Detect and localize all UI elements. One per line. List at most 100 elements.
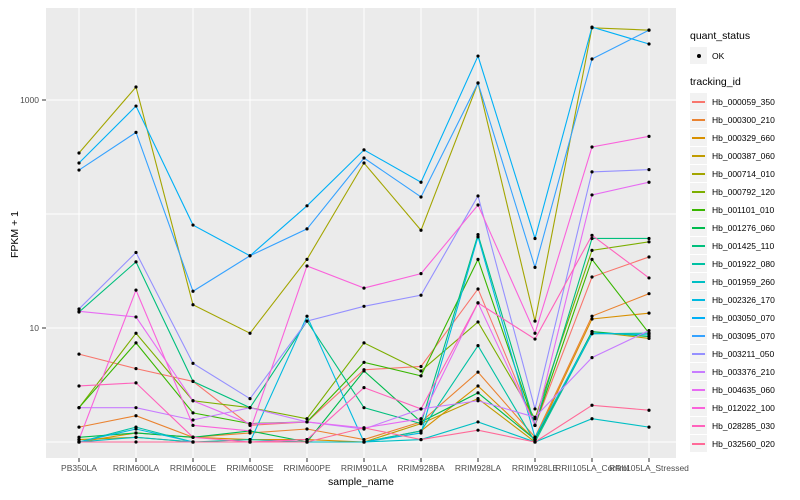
data-point-Hb_012022_100-PB350LA [77, 437, 81, 442]
data-point-Hb_003211_050-RRIM901LA [362, 304, 366, 308]
data-point-Hb_032560_020-RRIM901LA [362, 426, 366, 430]
data-point-Hb_012022_100-RRIM928LA [476, 203, 480, 207]
legend-item-Hb_003050_070: Hb_003050_070 [690, 309, 798, 326]
axis-ticks [42, 99, 650, 462]
legend-item-label: OK [712, 50, 725, 61]
data-point-Hb_003095_070-PB350LA [77, 168, 81, 172]
data-point-Hb_003211_050-RRII105LA_Stressed [647, 168, 651, 172]
data-point-Hb_000792_120-RRIM928LA [476, 320, 480, 324]
legend-item-Hb_000300_210: Hb_000300_210 [690, 111, 798, 128]
data-point-Hb_002326_170-RRIM928BA [419, 431, 423, 435]
data-point-Hb_003376_210-RRIM928LA [476, 399, 480, 403]
data-point-Hb_000059_350-PB350LA [77, 352, 81, 356]
data-point-Hb_003050_070-RRIM600LA [134, 104, 138, 108]
legend-item-label: Hb_000387_060 [712, 150, 775, 161]
data-point-Hb_000300_210-PB350LA [77, 425, 81, 429]
data-point-Hb_028285_030-RRIM600PE [305, 437, 309, 442]
data-point-Hb_000792_120-RRIM600LA [134, 331, 138, 335]
data-point-Hb_001959_260-RRII105LA_Stressed [647, 425, 651, 429]
line-swatch-icon [692, 280, 705, 283]
data-point-Hb_001959_260-RRIM928LA [476, 420, 480, 424]
legend-item-Hb_001922_080: Hb_001922_080 [690, 255, 798, 272]
x-axis-title: sample_name [328, 476, 394, 488]
legend-item-label: Hb_000792_120 [712, 186, 775, 197]
data-point-Hb_001425_110-RRIM600LE [191, 379, 195, 384]
legend-item-Hb_000059_350: Hb_000059_350 [690, 93, 798, 110]
x-tick-label-RRIM928BA: RRIM928BA [397, 463, 445, 473]
data-point-Hb_028285_030-RRIM901LA [362, 386, 366, 390]
legend-item-label: Hb_003376_210 [712, 366, 775, 377]
data-point-Hb_028285_030-PB350LA [77, 384, 81, 388]
data-point-Hb_001276_060-RRIM901LA [362, 369, 366, 373]
legend-key [690, 345, 707, 362]
legend-item-label: Hb_001922_080 [712, 258, 775, 269]
legend-item-label: Hb_000329_660 [712, 132, 775, 143]
data-point-Hb_000792_120-RRIM928BA [419, 369, 423, 373]
data-point-Hb_000300_210-RRII105LA_Control [590, 314, 594, 318]
data-point-Hb_001101_010-RRIM901LA [362, 360, 366, 364]
legend-item-label: Hb_001959_260 [712, 276, 775, 287]
legend-key [690, 111, 707, 128]
legend-item-Hb_001959_260: Hb_001959_260 [690, 273, 798, 290]
data-point-Hb_000714_010-RRIM600LA [134, 85, 138, 89]
data-point-Hb_003211_050-RRIM928LA [476, 194, 480, 198]
data-point-Hb_000300_210-RRIM901LA [362, 437, 366, 442]
data-point-Hb_003095_070-RRIM600LE [191, 289, 195, 293]
data-point-Hb_003095_070-RRIM600PE [305, 227, 309, 231]
data-point-Hb_003050_070-RRIM928BA [419, 180, 423, 184]
legend-key [690, 399, 707, 416]
legend-item-Hb_001101_010: Hb_001101_010 [690, 201, 798, 218]
data-point-Hb_003211_050-RRIM600SE [248, 397, 252, 401]
data-point-Hb_001276_060-RRIM928LA [476, 391, 480, 395]
x-tick-label-RRII105LA_Stressed: RRII105LA_Stressed [609, 463, 689, 473]
legend-item-label: Hb_003050_070 [712, 312, 775, 323]
data-point-Hb_003376_210-RRIM928LE [533, 415, 537, 419]
line-swatch-icon [692, 154, 705, 157]
legend-item-Hb_002326_170: Hb_002326_170 [690, 291, 798, 308]
legend-item-label: Hb_001101_010 [712, 204, 775, 215]
data-point-Hb_004635_060-RRIM928LE [533, 423, 537, 427]
legend-key [690, 201, 707, 218]
data-point-Hb_000329_660-RRII105LA_Stressed [647, 311, 651, 315]
legend-item-Hb_000714_010: Hb_000714_010 [690, 165, 798, 182]
y-tick-label-1000: 1000 [20, 95, 39, 105]
data-point-Hb_001425_110-RRIM600LA [134, 260, 138, 264]
data-point-Hb_000059_350-RRII105LA_Stressed [647, 255, 651, 259]
data-point-Hb_000059_350-RRII105LA_Control [590, 275, 594, 279]
data-point-Hb_000300_210-RRIM600PE [305, 427, 309, 431]
data-point-Hb_001425_110-RRII105LA_Control [590, 236, 594, 241]
data-point-Hb_002326_170-RRIM928LE [533, 435, 537, 439]
data-point-Hb_032560_020-RRII105LA_Control [590, 403, 594, 407]
line-swatch-icon [692, 136, 705, 139]
line-swatch-icon [692, 388, 705, 391]
data-point-Hb_003050_070-RRII105LA_Control [590, 25, 594, 29]
legend-key [690, 183, 707, 200]
y-tick-labels: 10 1000 [20, 95, 39, 333]
data-point-Hb_012022_100-RRIM600LA [134, 288, 138, 292]
line-swatch-icon [692, 190, 705, 193]
data-point-Hb_003211_050-RRII105LA_Control [590, 170, 594, 174]
data-point-Hb_000792_120-RRII105LA_Stressed [647, 240, 651, 244]
data-point-Hb_000329_660-RRII105LA_Control [590, 317, 594, 321]
line-swatch-icon [692, 370, 705, 373]
line-swatch-icon [692, 442, 705, 445]
data-point-Hb_003050_070-RRII105LA_Stressed [647, 42, 651, 46]
legend-item-label: Hb_002326_170 [712, 294, 775, 305]
data-point-Hb_001425_110-RRIM901LA [362, 406, 366, 410]
data-point-Hb_001425_110-RRIM928BA [419, 422, 423, 426]
legend-key [690, 273, 707, 290]
line-swatch-icon [692, 316, 705, 319]
data-point-Hb_001101_010-RRIM928BA [419, 374, 423, 378]
data-point-Hb_002326_170-RRIM901LA [362, 440, 366, 444]
data-point-Hb_012022_100-RRIM600LE [191, 423, 195, 427]
data-point-Hb_001101_010-RRIM600LE [191, 411, 195, 415]
data-point-Hb_001276_060-RRIM600LA [134, 431, 138, 435]
data-point-Hb_004635_060-RRIM600LE [191, 399, 195, 403]
legend-key [690, 237, 707, 254]
data-point-Hb_003211_050-RRIM600LE [191, 361, 195, 365]
legend-title-tracking-id: tracking_id [690, 76, 741, 88]
legend-item-label: Hb_004635_060 [712, 384, 775, 395]
legend-item-Hb_001425_110: Hb_001425_110 [690, 237, 798, 254]
data-point-Hb_012022_100-RRII105LA_Stressed [647, 134, 651, 138]
data-point-Hb_000300_210-RRIM600LA [134, 414, 138, 418]
